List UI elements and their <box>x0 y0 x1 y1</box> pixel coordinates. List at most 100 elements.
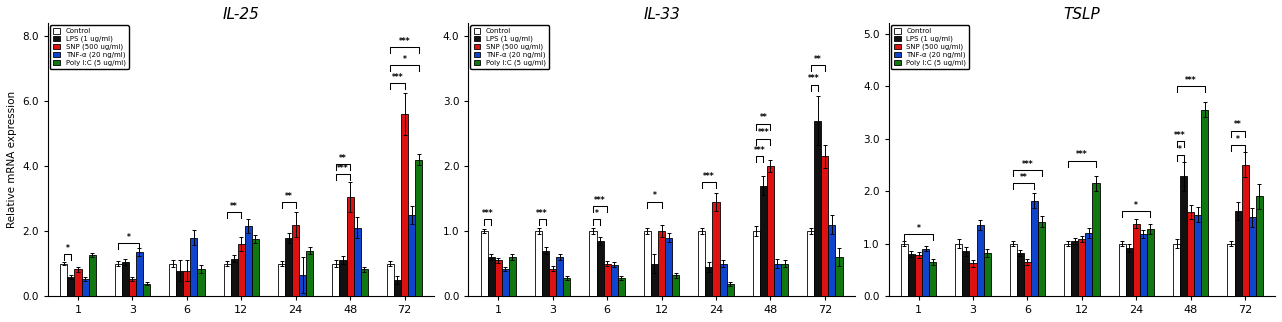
Bar <box>292 224 299 296</box>
Bar <box>836 257 842 296</box>
Text: ***: *** <box>703 172 714 181</box>
Bar <box>190 238 197 296</box>
Text: **: ** <box>340 154 347 163</box>
Bar <box>651 263 658 296</box>
Bar <box>285 238 292 296</box>
Bar <box>1235 211 1241 296</box>
Bar <box>556 257 563 296</box>
Bar <box>169 263 176 296</box>
Bar <box>753 231 760 296</box>
Bar <box>60 263 68 296</box>
Bar <box>705 267 713 296</box>
Bar <box>713 202 719 296</box>
Bar <box>501 269 509 296</box>
Bar <box>1133 223 1140 296</box>
Text: *: * <box>403 55 406 64</box>
Text: *: * <box>917 224 920 233</box>
Bar <box>223 263 231 296</box>
Bar <box>144 284 150 296</box>
Bar <box>969 263 977 296</box>
Text: *: * <box>127 233 131 242</box>
Bar <box>1078 239 1086 296</box>
Title: IL-25: IL-25 <box>223 7 260 22</box>
Text: *: * <box>653 192 656 200</box>
Bar <box>360 270 368 296</box>
Bar <box>74 270 82 296</box>
Bar <box>88 255 96 296</box>
Bar <box>237 244 245 296</box>
Bar <box>610 265 618 296</box>
Bar <box>332 263 340 296</box>
Text: ***: *** <box>482 209 494 218</box>
Bar <box>814 120 822 296</box>
Bar <box>922 249 929 296</box>
Bar <box>394 280 401 296</box>
Bar <box>346 197 354 296</box>
Bar <box>781 263 788 296</box>
Text: ***: *** <box>536 209 547 218</box>
Bar <box>915 255 922 296</box>
Bar <box>604 263 610 296</box>
Bar <box>129 279 136 296</box>
Bar <box>176 271 183 296</box>
Bar <box>408 215 415 296</box>
Bar <box>82 279 88 296</box>
Bar <box>1017 253 1024 296</box>
Bar <box>1064 243 1072 296</box>
Bar <box>644 231 651 296</box>
Bar <box>1147 229 1154 296</box>
Bar <box>1179 176 1187 296</box>
Text: **: ** <box>1020 173 1028 182</box>
Text: ***: *** <box>1022 160 1033 169</box>
Bar <box>665 238 672 296</box>
Legend: Control, LPS (1 ug/ml), SNP (500 ug/ml), TNF-α (20 ng/ml), Poly I:C (5 ug/ml): Control, LPS (1 ug/ml), SNP (500 ug/ml),… <box>470 25 549 69</box>
Text: *: * <box>1178 145 1182 154</box>
Bar <box>1031 201 1038 296</box>
Text: **: ** <box>759 113 767 122</box>
Legend: Control, LPS (1 ug/ml), SNP (500 ug/ml), TNF-α (20 ng/ml), Poly I:C (5 ug/ml): Control, LPS (1 ug/ml), SNP (500 ug/ml),… <box>891 25 969 69</box>
Text: **: ** <box>814 55 822 64</box>
Bar <box>977 225 983 296</box>
Bar <box>1195 215 1201 296</box>
Bar <box>1249 217 1256 296</box>
Bar <box>1241 165 1249 296</box>
Bar <box>1086 233 1092 296</box>
Bar <box>251 239 259 296</box>
Bar <box>1173 243 1179 296</box>
Bar <box>114 263 122 296</box>
Bar <box>983 253 991 296</box>
Bar <box>727 284 733 296</box>
Text: **: ** <box>285 192 292 201</box>
Bar <box>929 262 936 296</box>
Bar <box>487 257 495 296</box>
Bar <box>672 275 679 296</box>
Bar <box>68 277 74 296</box>
Bar <box>481 231 487 296</box>
Text: ***: *** <box>595 196 606 205</box>
Bar <box>590 231 596 296</box>
Bar <box>122 262 129 296</box>
Text: ***: *** <box>337 164 349 173</box>
Bar <box>415 160 422 296</box>
Bar <box>306 251 313 296</box>
Text: ***: *** <box>1174 131 1186 140</box>
Bar <box>774 263 781 296</box>
Bar <box>1201 110 1209 296</box>
Bar <box>136 252 144 296</box>
Bar <box>767 166 774 296</box>
Bar <box>340 260 346 296</box>
Bar <box>509 257 515 296</box>
Text: *: * <box>1236 135 1240 144</box>
Bar <box>549 269 556 296</box>
Bar <box>387 263 394 296</box>
Bar <box>658 231 665 296</box>
Bar <box>245 226 251 296</box>
Bar <box>822 156 828 296</box>
Text: *: * <box>65 244 69 253</box>
Bar <box>828 224 836 296</box>
Bar <box>1126 248 1133 296</box>
Bar <box>183 271 190 296</box>
Bar <box>354 228 360 296</box>
Text: ***: *** <box>391 73 404 82</box>
Bar <box>563 278 570 296</box>
